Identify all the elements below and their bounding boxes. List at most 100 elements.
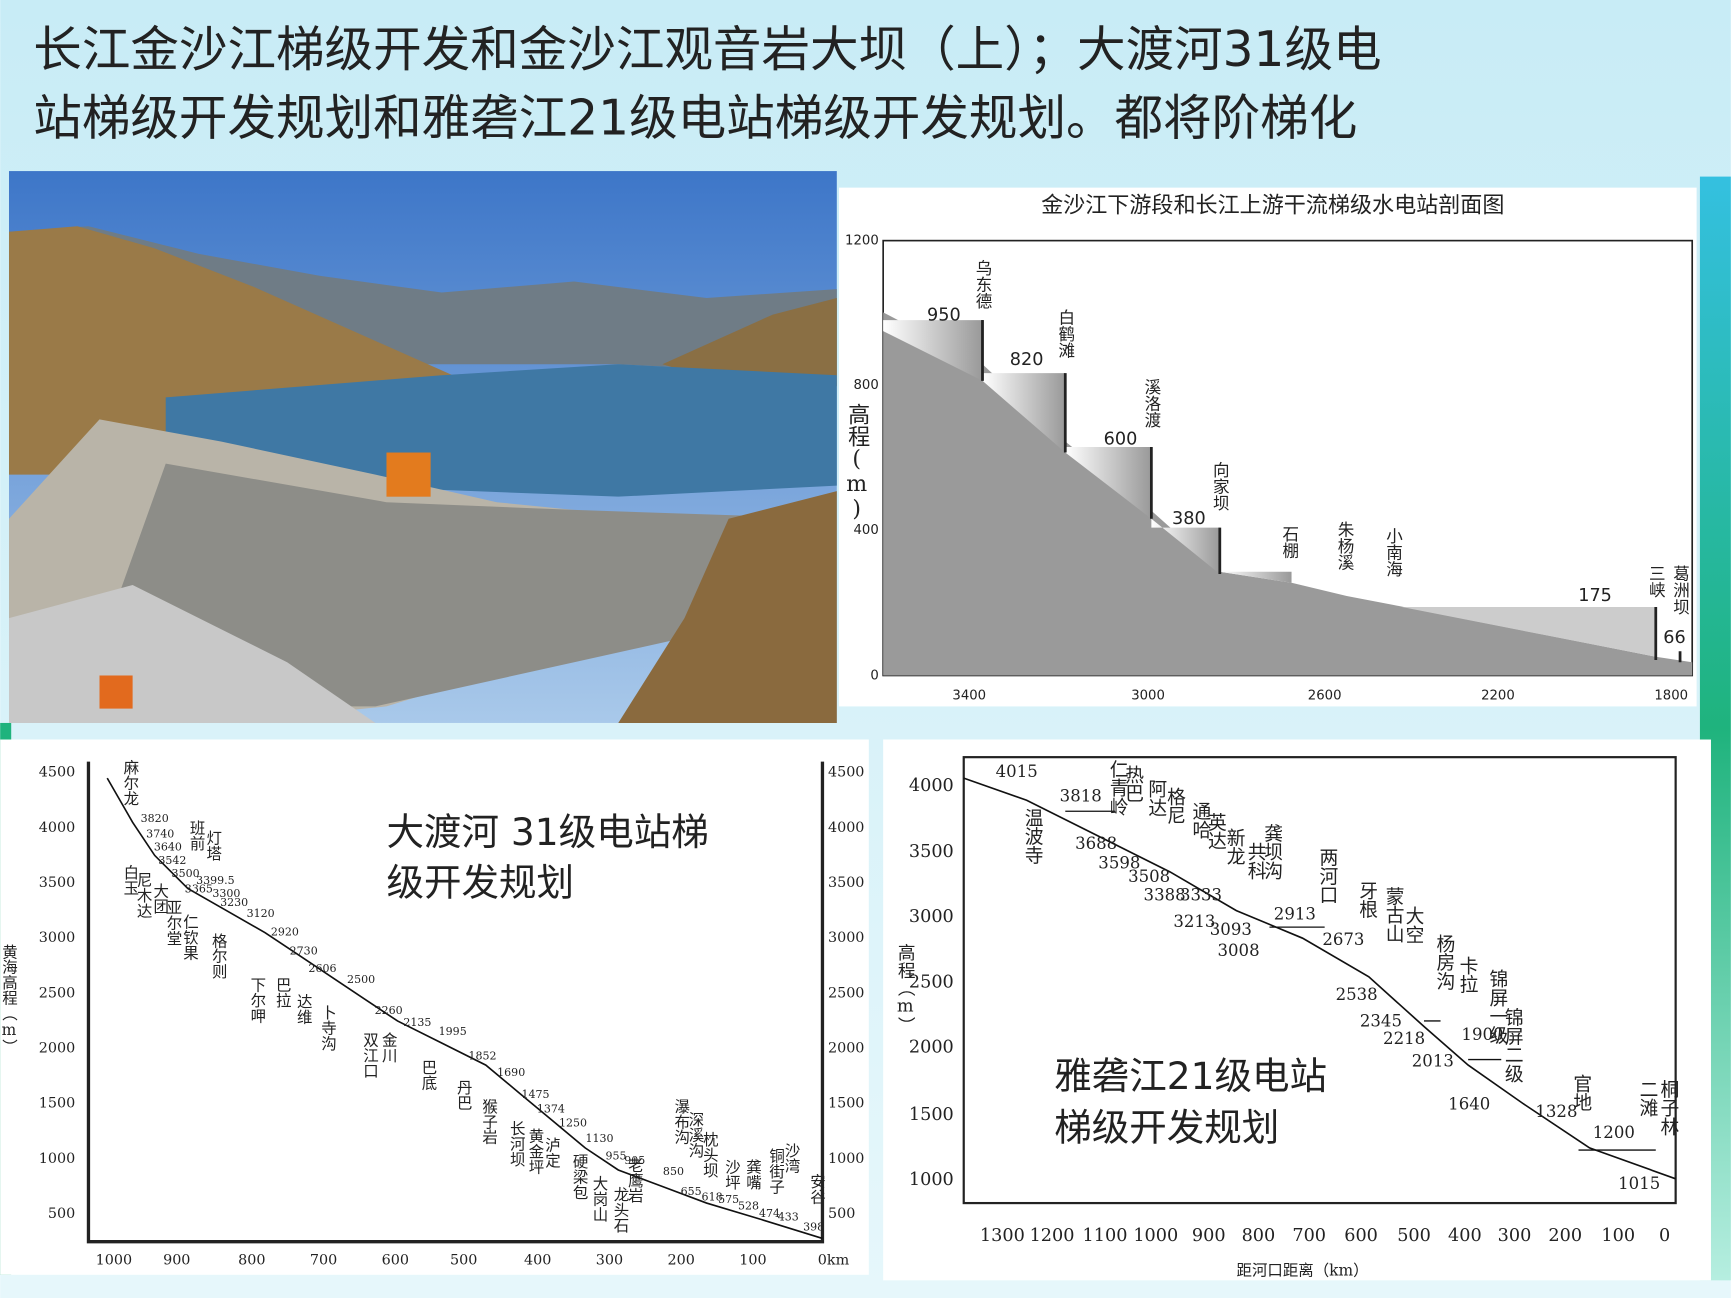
station-level: 955 — [606, 1150, 627, 1163]
station-level: 1640 — [1448, 1094, 1490, 1113]
y-tick-label: 3000 — [39, 930, 75, 946]
title-line: 长江金沙江梯级开发和金沙江观音岩大坝（上）；大渡河31级电 — [33, 22, 1381, 78]
station-level: 575 — [718, 1193, 739, 1206]
x-tick-label: 0km — [818, 1252, 850, 1268]
y-tick-label: 3000 — [909, 907, 954, 927]
x-tick-label: 500 — [450, 1252, 477, 1268]
station-level: 3688 — [1075, 834, 1117, 853]
station-name: 大团 — [151, 883, 169, 914]
y-tick-label: 1000 — [39, 1151, 75, 1167]
station-level: 380 — [1172, 509, 1206, 529]
station-name: 新龙 — [1224, 827, 1245, 865]
station-name: 格尼 — [1164, 786, 1185, 824]
station-name: 热巴 — [1122, 764, 1143, 802]
station-level: 3388 — [1144, 886, 1186, 905]
station-name: 金川 — [380, 1032, 398, 1063]
station-level: 2500 — [347, 973, 375, 986]
x-tick-label: 800 — [238, 1252, 265, 1268]
x-tick-label: 1100 — [1083, 1226, 1128, 1246]
station-level: 528 — [738, 1199, 759, 1212]
station-name: 溪洛渡 — [1142, 378, 1161, 428]
y-tick-label: 4500 — [39, 765, 75, 781]
station-level: 850 — [663, 1165, 684, 1178]
station-level: 3093 — [1210, 920, 1252, 939]
station-level: 3120 — [247, 907, 275, 920]
station-level: 3230 — [220, 896, 248, 909]
station-level: 3365 — [185, 883, 213, 896]
y-tick-label: 4000 — [828, 820, 864, 836]
x-tick-label: 300 — [596, 1252, 623, 1268]
station-level: 3640 — [154, 841, 182, 854]
y-tick-label: 3500 — [828, 875, 864, 891]
station-level: 1852 — [468, 1049, 496, 1062]
y-tick-label: 3500 — [909, 842, 954, 862]
y-tick-label: 1500 — [39, 1096, 75, 1112]
station-level: 2260 — [375, 1004, 403, 1017]
x-tick-label: 700 — [1292, 1226, 1326, 1246]
station-name: 达维 — [295, 993, 313, 1024]
station-level: 2538 — [1336, 985, 1378, 1004]
x-tick-label: 100 — [1601, 1226, 1635, 1246]
y-axis-label: 黄海高程（m） — [0, 943, 18, 1054]
station-name: 巴拉 — [274, 977, 292, 1009]
x-tick-label: 3400 — [952, 688, 986, 703]
left-chart — [0, 739, 869, 1275]
station-name: 卜寺沟 — [319, 1004, 337, 1051]
station-name: 白鹤滩 — [1056, 309, 1075, 359]
x-tick-label: 400 — [524, 1252, 551, 1268]
station-level: 2606 — [308, 962, 336, 975]
y-tick-label: 2500 — [909, 972, 954, 992]
station-level: 1475 — [521, 1088, 549, 1101]
station-name: 白玉 — [121, 864, 139, 895]
x-tick-label: 200 — [1548, 1226, 1582, 1246]
station-name: 老鹰岩 — [626, 1156, 644, 1203]
chart-title: 金沙江下游段和长江上游干流梯级水电站剖面图 — [1041, 193, 1504, 218]
station-name: 仁青岭 — [1107, 759, 1128, 816]
station-name: 龚坝沟 — [1261, 823, 1282, 880]
station-name: 龙头石 — [611, 1186, 629, 1233]
station-name: 桐子林 — [1657, 1079, 1678, 1136]
station-level: 2730 — [290, 944, 318, 957]
x-tick-label: 200 — [667, 1252, 694, 1268]
station-level: 600 — [1104, 429, 1138, 449]
station-level: 3399.5 — [196, 874, 235, 887]
chart-title: 梯级开发规划 — [1054, 1106, 1279, 1150]
x-tick-label: 900 — [1192, 1226, 1226, 1246]
station-level: 2218 — [1383, 1029, 1425, 1048]
station-level: 3500 — [172, 867, 200, 880]
station-name: 小南海 — [1384, 527, 1403, 578]
y-tick-label: 4000 — [909, 776, 954, 796]
x-tick-label: 0 — [1659, 1226, 1670, 1246]
station-level: 820 — [1010, 350, 1044, 370]
station-level: 1690 — [497, 1066, 525, 1079]
y-tick-label: 1500 — [909, 1105, 954, 1125]
x-tick-label: 1800 — [1654, 688, 1688, 703]
station-name: 两河口 — [1316, 848, 1337, 904]
y-tick-label: 3000 — [828, 930, 864, 946]
station-level: 2913 — [1274, 905, 1316, 924]
x-axis-label: 距河口距离（km） — [1237, 1262, 1369, 1280]
station-level: 2345 — [1360, 1012, 1402, 1031]
station-name: 卡拉 — [1457, 955, 1478, 993]
station-level: 1995 — [439, 1025, 467, 1038]
station-name: 官地 — [1570, 1073, 1591, 1111]
y-tick-label: 1200 — [845, 234, 879, 249]
station-level: 1250 — [559, 1117, 587, 1130]
station-name: 蒙古山 — [1383, 886, 1404, 943]
station-level: 3508 — [1128, 867, 1170, 886]
station-name: 温波寺 — [1022, 807, 1043, 864]
chart-title: 大渡河 31级电站梯 — [386, 810, 708, 854]
x-tick-label: 1300 — [980, 1226, 1025, 1246]
station-name: 尼木达 — [135, 872, 153, 918]
x-tick-label: 900 — [163, 1252, 190, 1268]
station-level: 2135 — [403, 1016, 431, 1029]
y-tick-label: 2000 — [909, 1037, 954, 1057]
station-name: 丹巴 — [455, 1079, 473, 1110]
station-name: 长河坝 — [508, 1120, 526, 1167]
station-level: 2920 — [271, 926, 299, 939]
station-name: 共科 — [1245, 842, 1266, 880]
station-level: 66 — [1663, 628, 1685, 648]
chart-title: 级开发规划 — [386, 861, 574, 905]
